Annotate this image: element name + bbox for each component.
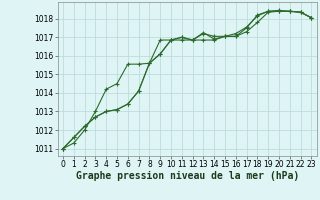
X-axis label: Graphe pression niveau de la mer (hPa): Graphe pression niveau de la mer (hPa) <box>76 171 299 181</box>
